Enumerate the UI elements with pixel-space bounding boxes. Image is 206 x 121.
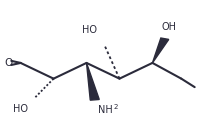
Text: HO: HO [82,25,97,35]
Text: HO: HO [13,104,28,114]
Polygon shape [87,63,99,100]
Polygon shape [152,38,169,63]
Text: 2: 2 [113,104,118,110]
Text: OH: OH [162,22,176,32]
Text: O: O [4,58,12,68]
Text: NH: NH [98,105,113,115]
